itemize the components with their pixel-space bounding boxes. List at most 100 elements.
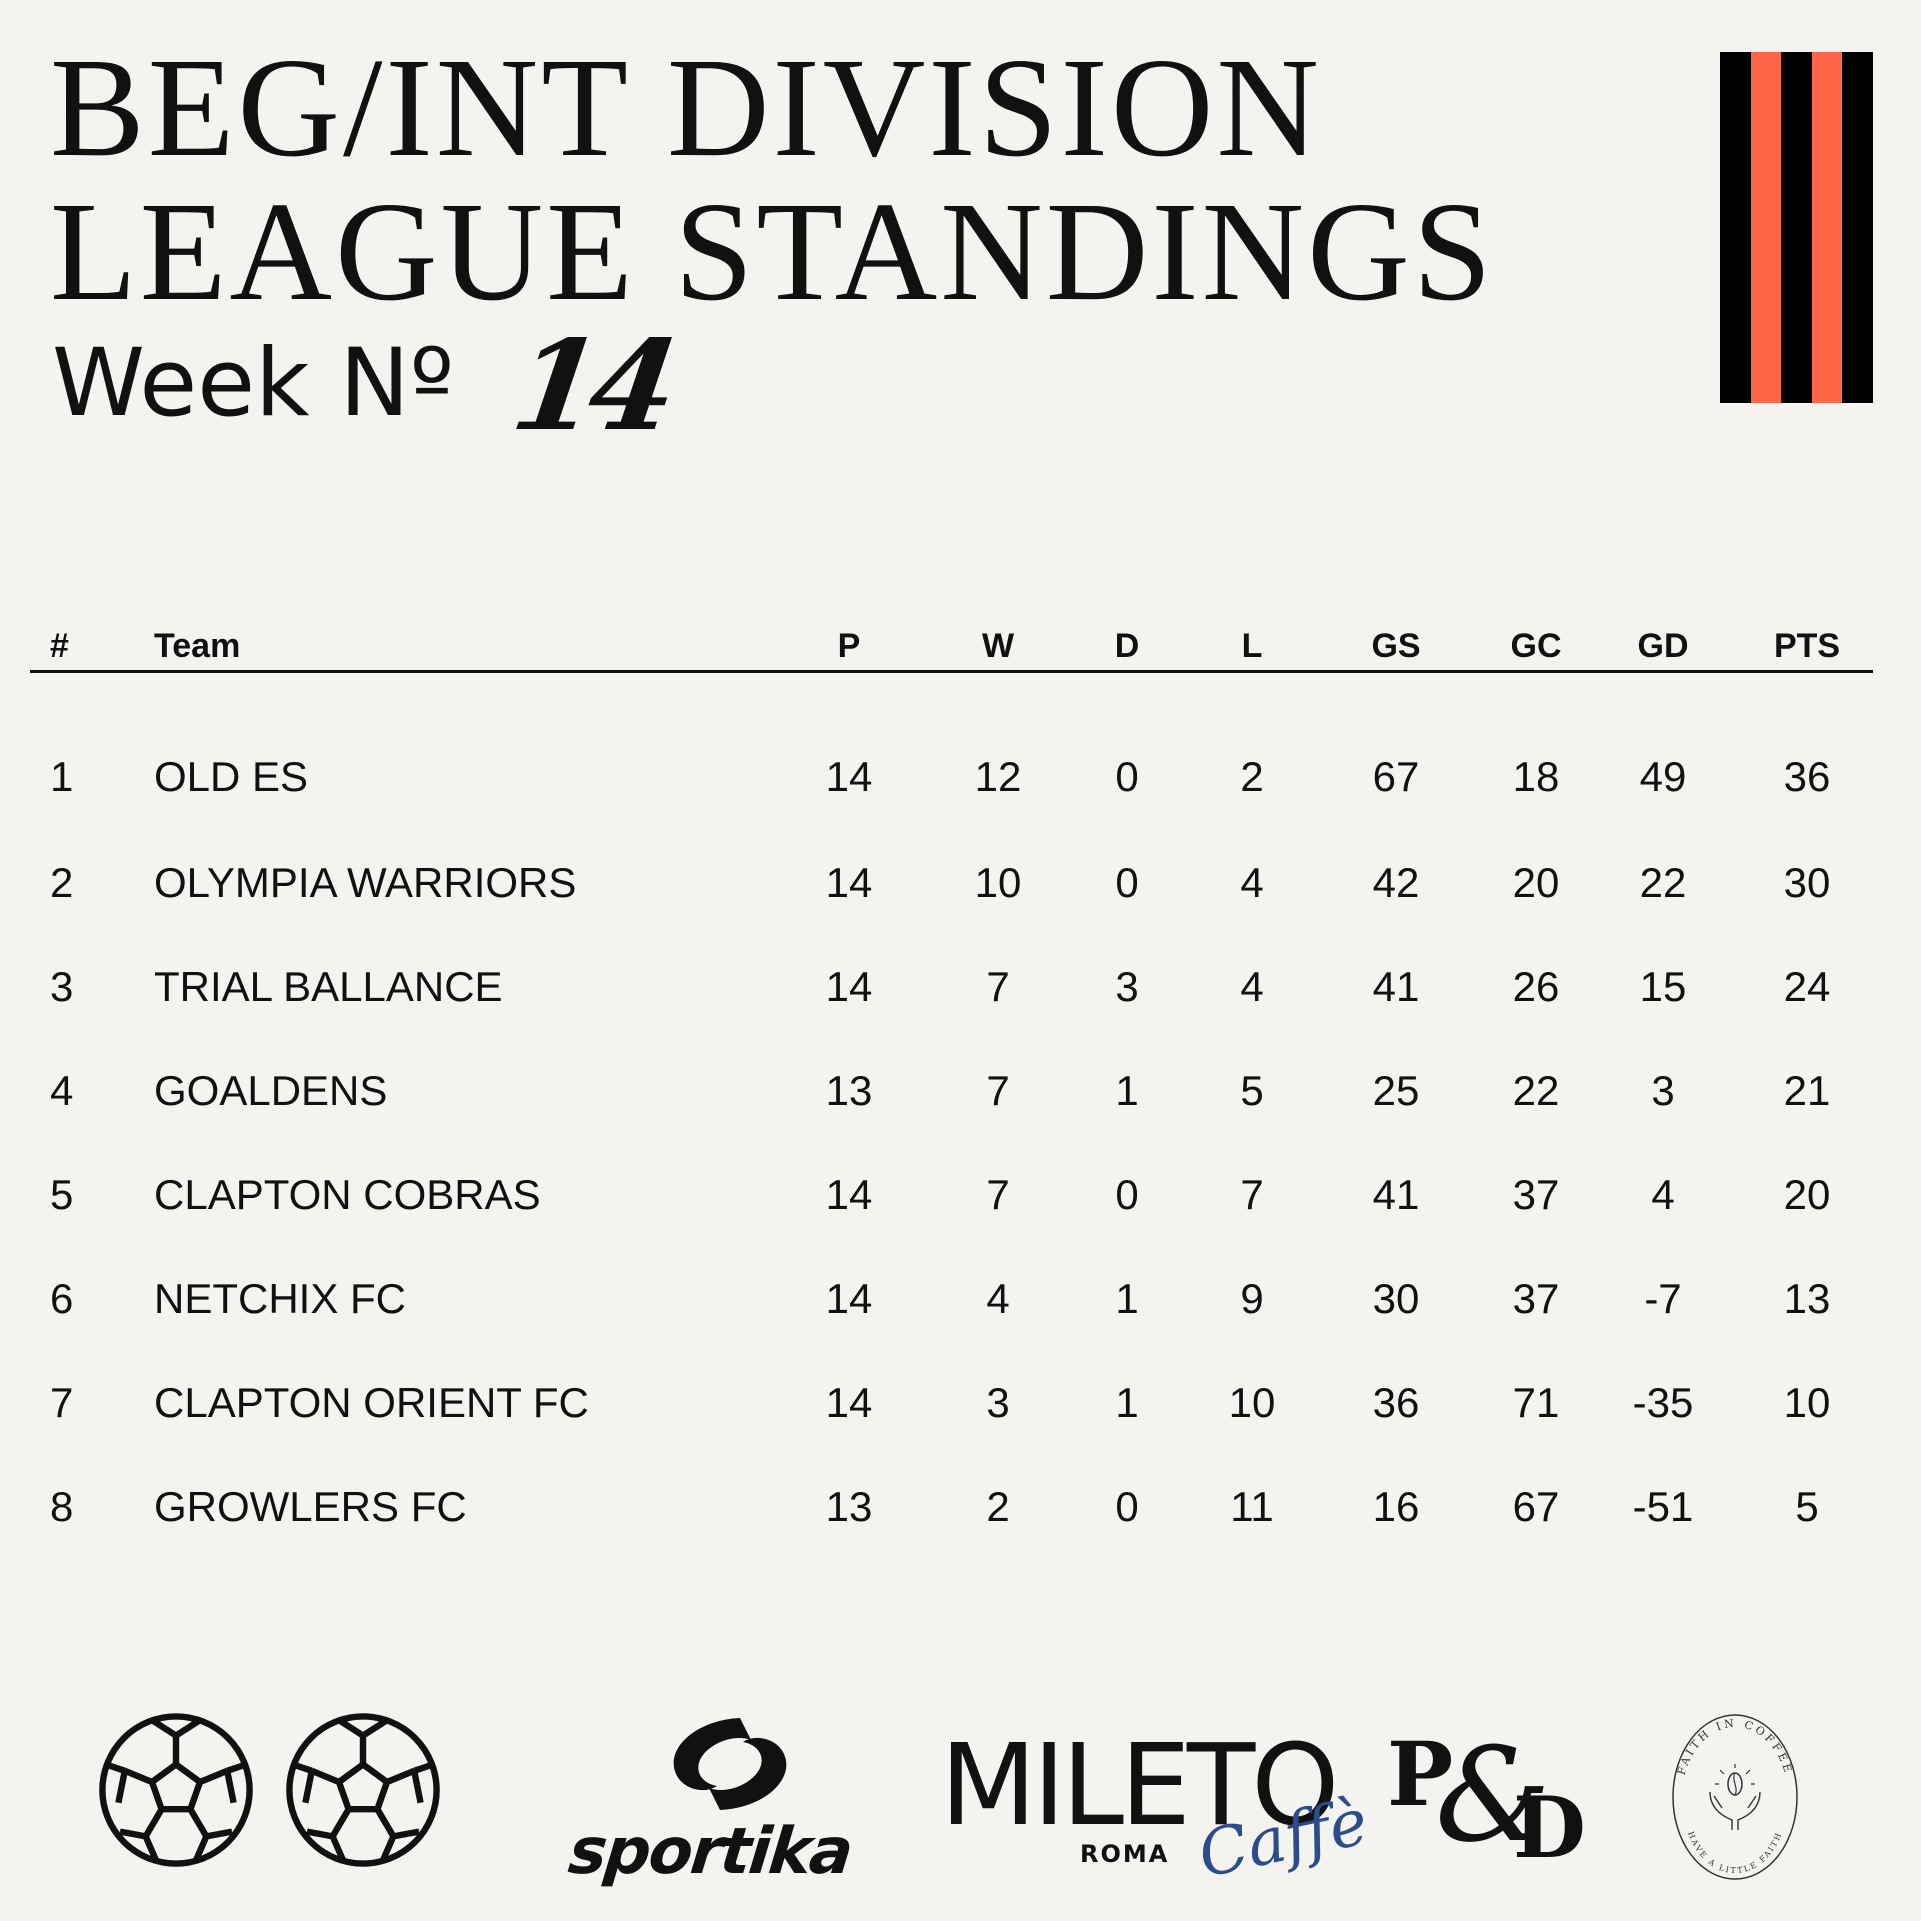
standings-table: # Team P W D L GS GC GD PTS 1 OLD ES 14 12 0… bbox=[30, 620, 1873, 1530]
mileto-logo: MILETO ROMA Caffè bbox=[940, 1730, 1374, 1893]
cell-lost: 4 bbox=[1240, 859, 1264, 906]
table-row: 7 CLAPTON ORIENT FC 14 3 1 10 36 71 -35 10 bbox=[30, 1297, 1873, 1426]
sponsor-strip: sportika MILETO ROMA Caffè P & D FAITH I… bbox=[0, 1690, 1921, 1893]
cell-points: 36 bbox=[1783, 753, 1831, 800]
cell-team-name: OLYMPIA WARRIORS bbox=[154, 859, 577, 906]
cell-goals-scored: 67 bbox=[1372, 753, 1420, 800]
cell-goal-difference: -7 bbox=[1644, 1275, 1682, 1322]
cell-team-name: CLAPTON ORIENT FC bbox=[154, 1379, 589, 1426]
cell-rank: 7 bbox=[50, 1379, 74, 1426]
cell-rank: 2 bbox=[50, 859, 74, 906]
cell-drawn: 3 bbox=[1115, 963, 1139, 1010]
cell-lost: 9 bbox=[1240, 1275, 1264, 1322]
header-drawn: D bbox=[1114, 627, 1140, 665]
stripe bbox=[1811, 52, 1843, 403]
faith-in-coffee-logo: FAITH IN COFFEE HAVE A LITTLE FAITH bbox=[1672, 1714, 1798, 1880]
stripe bbox=[1720, 52, 1751, 403]
table-row: 2 OLYMPIA WARRIORS 14 10 0 4 42 20 22 30 bbox=[30, 777, 1873, 906]
table-row: 6 NETCHIX FC 14 4 1 9 30 37 -7 13 bbox=[30, 1193, 1873, 1322]
table-row: 1 OLD ES 14 12 0 2 67 18 49 36 bbox=[30, 673, 1873, 800]
cell-points: 10 bbox=[1783, 1379, 1831, 1426]
cell-team-name: NETCHIX FC bbox=[154, 1275, 406, 1322]
sportika-wordmark: sportika bbox=[565, 1815, 855, 1889]
header-team: Team bbox=[154, 627, 241, 665]
soccer-ball-icon bbox=[286, 1713, 440, 1867]
cell-goals-conceded: 18 bbox=[1512, 753, 1560, 800]
sportika-logo: sportika bbox=[545, 1710, 875, 1900]
cell-goals-scored: 41 bbox=[1372, 1171, 1420, 1218]
cell-points: 21 bbox=[1783, 1067, 1831, 1114]
cell-won: 7 bbox=[986, 963, 1010, 1010]
stripe bbox=[1842, 52, 1873, 403]
cell-goal-difference: -35 bbox=[1632, 1379, 1694, 1426]
header-goals-conceded: GC bbox=[1510, 627, 1562, 665]
title-line-2: LEAGUE STANDINGS bbox=[50, 172, 1495, 330]
cell-goal-difference: 22 bbox=[1639, 859, 1687, 906]
header-goals-scored: GS bbox=[1371, 627, 1421, 665]
cell-lost: 11 bbox=[1230, 1483, 1274, 1530]
cell-won: 7 bbox=[986, 1067, 1010, 1114]
pd-logo: P & D bbox=[1385, 1730, 1595, 1880]
cell-goal-difference: 4 bbox=[1651, 1171, 1675, 1218]
cell-points: 24 bbox=[1783, 963, 1831, 1010]
header-points: PTS bbox=[1773, 627, 1841, 665]
cell-goals-scored: 25 bbox=[1372, 1067, 1420, 1114]
faith-bottom-text: HAVE A LITTLE FAITH bbox=[1686, 1830, 1784, 1875]
pd-letter-d: D bbox=[1513, 1778, 1586, 1877]
cell-played: 14 bbox=[825, 963, 873, 1010]
stripe-decoration bbox=[1720, 52, 1873, 403]
cell-drawn: 0 bbox=[1115, 1483, 1139, 1530]
cell-points: 13 bbox=[1783, 1275, 1831, 1322]
cell-played: 13 bbox=[825, 1067, 873, 1114]
cell-goal-difference: 3 bbox=[1651, 1067, 1675, 1114]
cell-goal-difference: 15 bbox=[1639, 963, 1687, 1010]
cell-lost: 10 bbox=[1228, 1379, 1276, 1426]
table-row: 8 GROWLERS FC 13 2 0 11 16 67 -51 5 bbox=[30, 1401, 1873, 1530]
cell-played: 14 bbox=[825, 1171, 873, 1218]
sportika-swirl-icon bbox=[673, 1718, 787, 1810]
header-lost: L bbox=[1241, 627, 1263, 665]
header-played: P bbox=[837, 627, 861, 665]
cell-team-name: GOALDENS bbox=[154, 1067, 388, 1114]
cell-goal-difference: 49 bbox=[1639, 753, 1687, 800]
cell-lost: 5 bbox=[1240, 1067, 1264, 1114]
cell-drawn: 0 bbox=[1115, 753, 1139, 800]
cell-played: 14 bbox=[825, 859, 873, 906]
cell-goal-difference: -51 bbox=[1632, 1483, 1694, 1530]
mileto-wordmark: MILETO bbox=[940, 1721, 1339, 1851]
cell-played: 14 bbox=[825, 1379, 873, 1426]
cell-lost: 2 bbox=[1240, 753, 1264, 800]
table-header: # Team P W D L GS GC GD PTS bbox=[30, 620, 1873, 673]
cell-goals-scored: 41 bbox=[1372, 963, 1420, 1010]
cell-drawn: 0 bbox=[1115, 859, 1139, 906]
soccer-ball-icon bbox=[99, 1713, 253, 1867]
cell-drawn: 1 bbox=[1115, 1379, 1139, 1426]
cell-team-name: GROWLERS FC bbox=[154, 1483, 467, 1530]
cell-drawn: 1 bbox=[1115, 1275, 1139, 1322]
cell-won: 4 bbox=[986, 1275, 1010, 1322]
cell-won: 3 bbox=[986, 1379, 1010, 1426]
cell-goals-scored: 42 bbox=[1372, 859, 1420, 906]
cell-goals-conceded: 26 bbox=[1512, 963, 1560, 1010]
table-body: 1 OLD ES 14 12 0 2 67 18 49 36 2 OLYMPIA WARRIORS 14… bbox=[30, 673, 1873, 1530]
table-row: 5 CLAPTON COBRAS 14 7 0 7 41 37 4 20 bbox=[30, 1089, 1873, 1218]
title-line-1: BEG/INT DIVISION bbox=[50, 28, 1322, 186]
cell-rank: 8 bbox=[50, 1483, 74, 1530]
header-rank: # bbox=[50, 627, 69, 665]
cell-points: 5 bbox=[1795, 1483, 1819, 1530]
table-row: 4 GOALDENS 13 7 1 5 25 22 3 21 bbox=[30, 985, 1873, 1114]
cell-won: 2 bbox=[986, 1483, 1010, 1530]
cell-lost: 7 bbox=[1240, 1171, 1264, 1218]
cell-drawn: 1 bbox=[1115, 1067, 1139, 1114]
pd-letter-p: P bbox=[1387, 1722, 1454, 1826]
cell-goals-conceded: 20 bbox=[1512, 859, 1560, 906]
cell-played: 14 bbox=[825, 1275, 873, 1322]
mileto-roma: ROMA bbox=[1080, 1840, 1170, 1868]
cell-rank: 1 bbox=[50, 753, 74, 800]
cell-goals-conceded: 37 bbox=[1512, 1171, 1560, 1218]
cell-rank: 6 bbox=[50, 1275, 74, 1322]
cell-rank: 4 bbox=[50, 1067, 74, 1114]
stripe bbox=[1781, 52, 1812, 403]
cell-played: 14 bbox=[825, 753, 873, 800]
cell-won: 10 bbox=[974, 859, 1022, 906]
